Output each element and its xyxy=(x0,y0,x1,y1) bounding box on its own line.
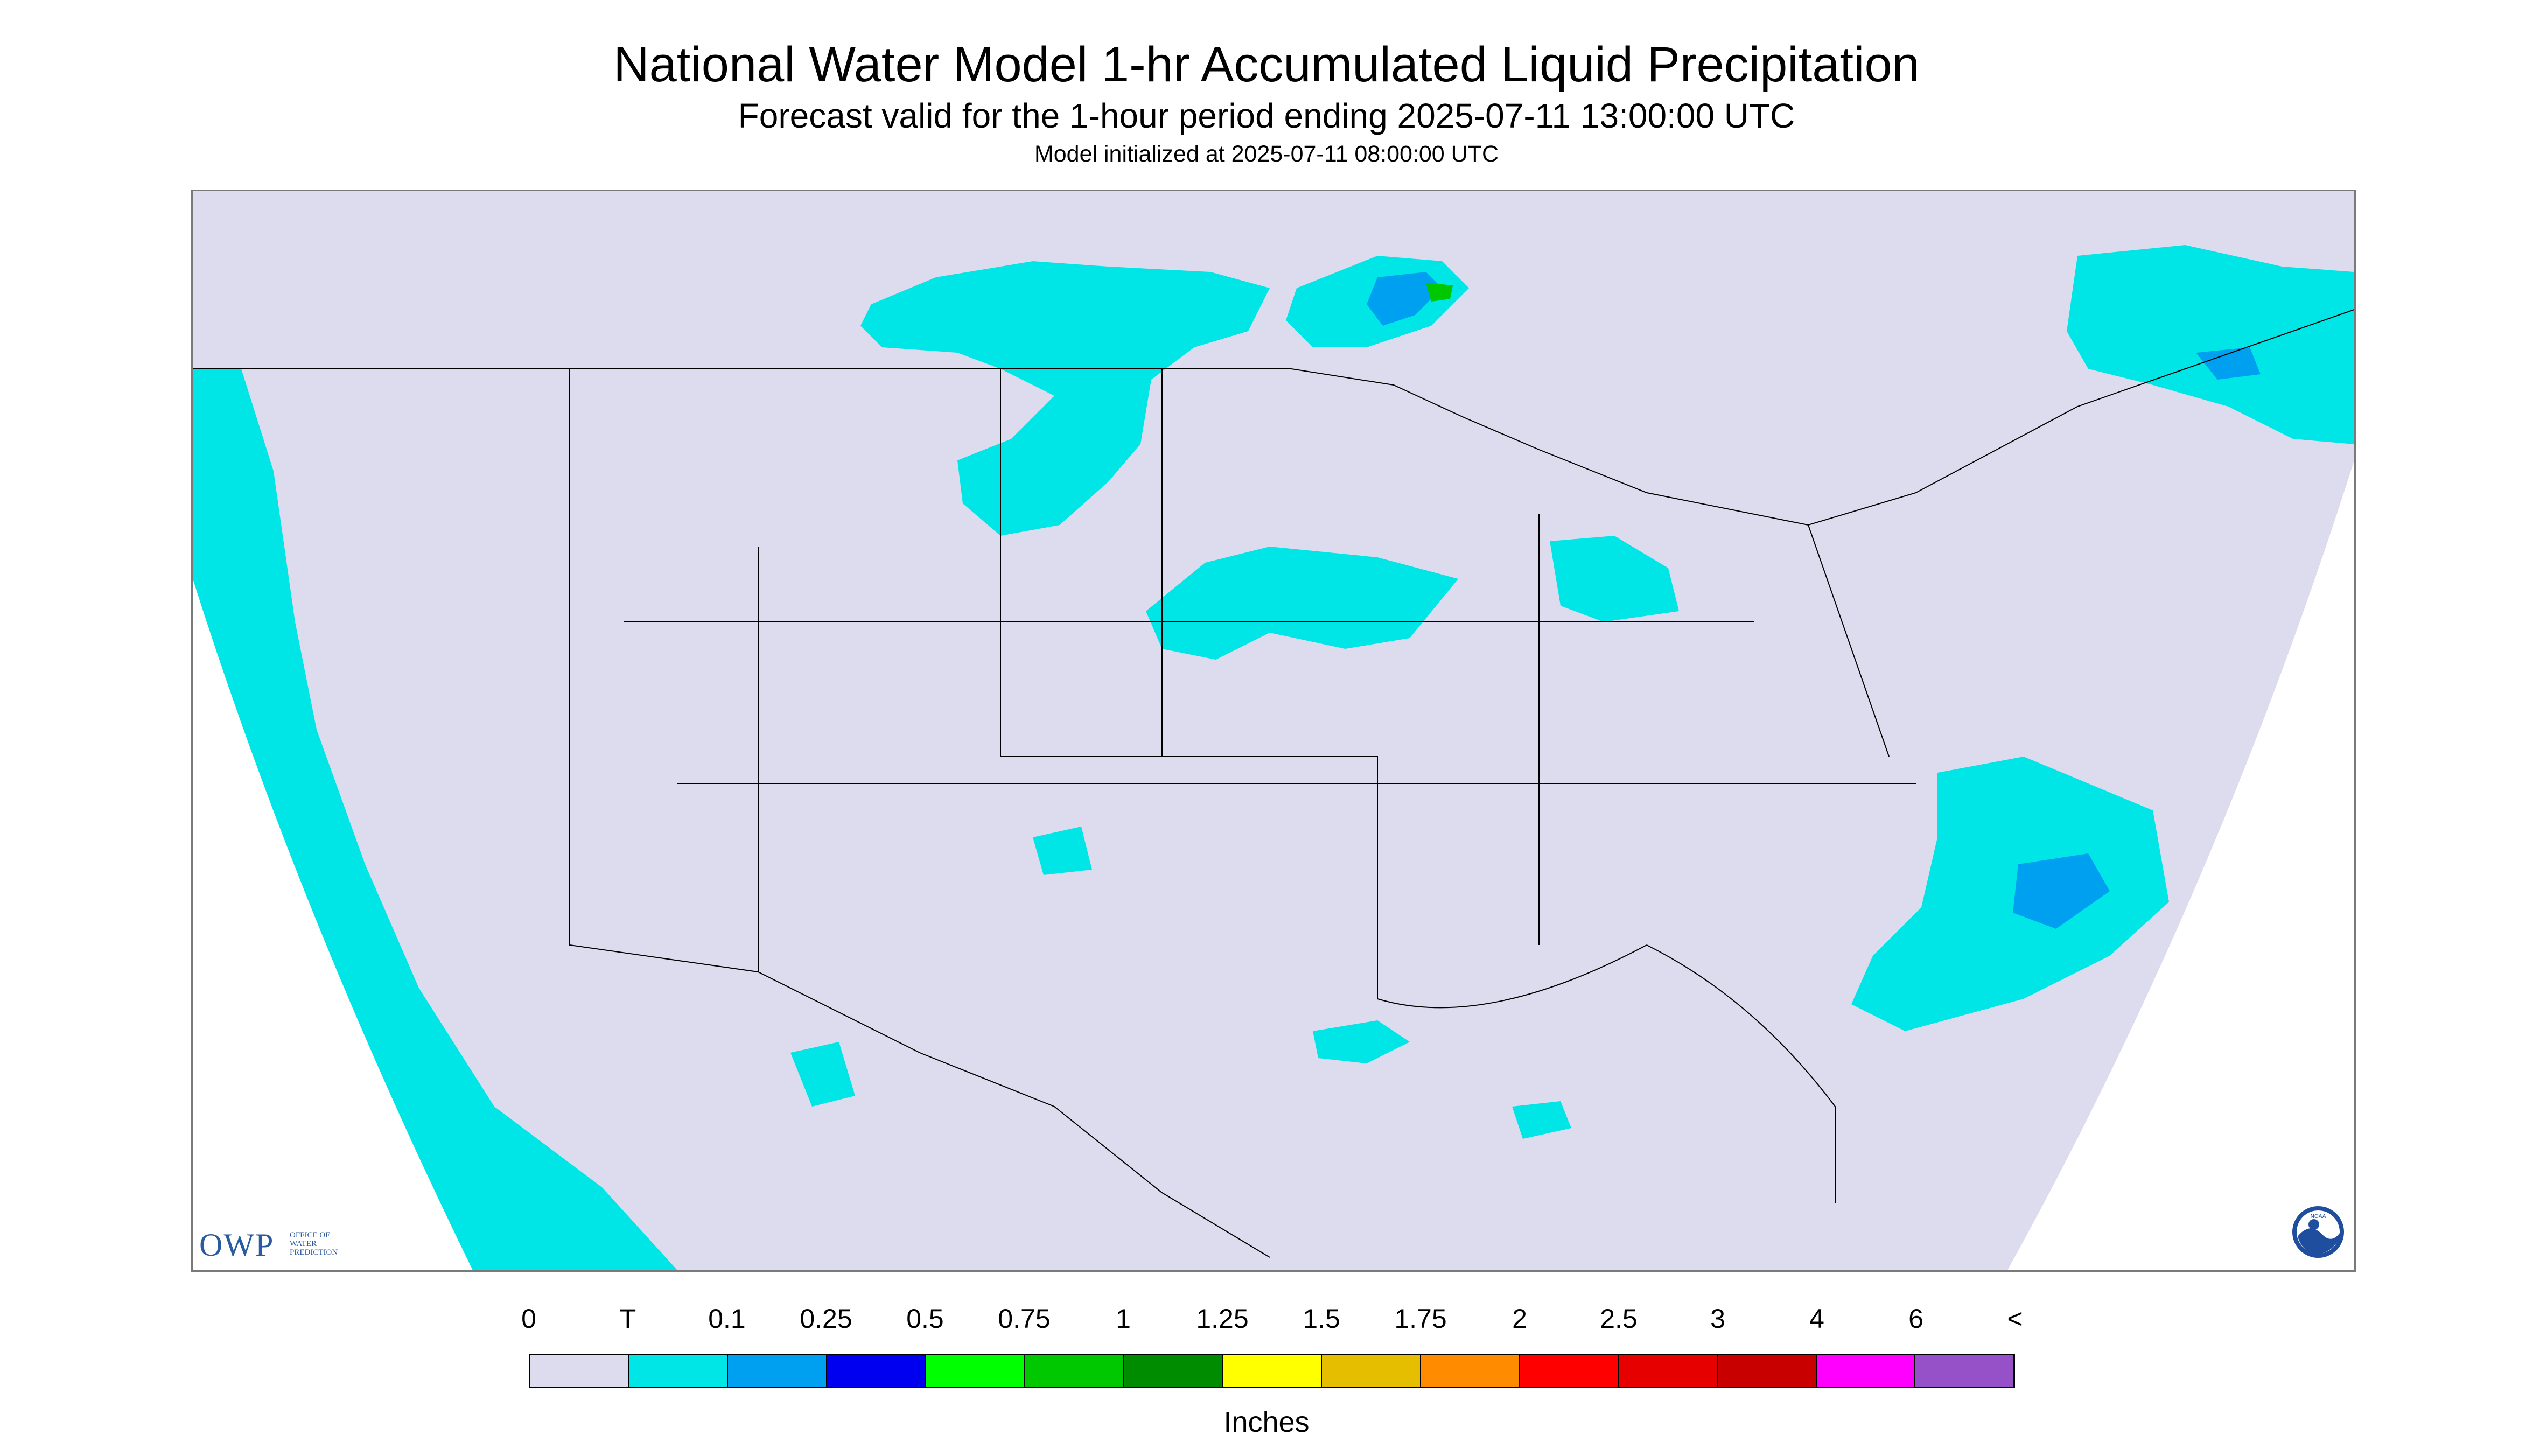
model-domain xyxy=(193,191,2354,1270)
legend-label: 1.75 xyxy=(1394,1304,1447,1334)
legend-swatch xyxy=(1619,1355,1718,1387)
legend-label: 2.5 xyxy=(1600,1304,1638,1334)
upper-lakes-heavy xyxy=(1426,283,1453,302)
owp-line-2: WATER xyxy=(290,1240,317,1248)
legend-label: 1.25 xyxy=(1196,1304,1249,1334)
owp-logo-subtitle: OFFICE OF WATER PREDICTION xyxy=(290,1231,370,1257)
legend-swatch xyxy=(1421,1355,1520,1387)
mexico-showers xyxy=(790,1042,855,1107)
legend-label: 1.5 xyxy=(1303,1304,1340,1334)
boundaries xyxy=(193,309,2354,1258)
legend-label: 0.5 xyxy=(906,1304,944,1334)
legend-swatch xyxy=(1915,1355,2014,1387)
atlantic-rain xyxy=(1851,757,2169,1031)
legend-swatch xyxy=(926,1355,1025,1387)
chart-title: National Water Model 1-hr Accumulated Li… xyxy=(613,37,1920,92)
michigan-rain xyxy=(1550,536,1679,622)
atlantic-moderate xyxy=(2013,853,2110,929)
legend-label: 0.1 xyxy=(708,1304,746,1334)
chart-subtitle: Forecast valid for the 1-hour period end… xyxy=(738,96,1795,135)
owp-logo: OWP OFFICE OF WATER PREDICTION xyxy=(199,1227,372,1264)
legend-label: 3 xyxy=(1710,1304,1725,1334)
precipitation-map xyxy=(191,190,2356,1272)
owp-logo-mark: OWP xyxy=(199,1227,275,1263)
pacific-trace-area xyxy=(193,369,677,1270)
midwest-rain xyxy=(1146,547,1458,660)
model-init-line: Model initialized at 2025-07-11 08:00:00… xyxy=(1034,141,1499,167)
legend-label: 0.25 xyxy=(800,1304,852,1334)
upper-lakes-moderate xyxy=(1367,272,1442,326)
northeast-rain xyxy=(2067,245,2354,444)
legend-swatch xyxy=(1520,1355,1619,1387)
legend-swatch xyxy=(1717,1355,1817,1387)
legend-label: T xyxy=(619,1304,636,1334)
svg-text:NOAA: NOAA xyxy=(2310,1214,2326,1220)
legend-swatch xyxy=(1025,1355,1124,1387)
north-plains-rain xyxy=(860,261,1270,536)
gulf-showers-1 xyxy=(1313,1020,1410,1063)
legend-swatch xyxy=(827,1355,926,1387)
legend-swatch xyxy=(530,1355,629,1387)
legend-label: 0 xyxy=(521,1304,536,1334)
legend-label: 0.75 xyxy=(998,1304,1051,1334)
legend-label: 2 xyxy=(1512,1304,1527,1334)
legend-label: 4 xyxy=(1809,1304,1824,1334)
owp-line-3: PREDICTION xyxy=(290,1248,338,1257)
legend-label: 1 xyxy=(1116,1304,1131,1334)
legend-swatch xyxy=(1816,1355,1916,1387)
legend-colorbar xyxy=(529,1354,2015,1388)
legend-swatch xyxy=(728,1355,828,1387)
color-legend: 0 T 0.1 0.25 0.5 0.75 1 1.25 1.5 1.75 2 2.5 3 4 6 < xyxy=(521,1303,2023,1389)
legend-swatch xyxy=(1223,1355,1322,1387)
noaa-logo-icon: NOAA xyxy=(2292,1206,2344,1258)
northeast-moderate xyxy=(2196,347,2261,380)
owp-line-1: OFFICE OF xyxy=(290,1231,330,1240)
legend-swatch xyxy=(1321,1355,1421,1387)
legend-units: Inches xyxy=(1223,1406,1310,1438)
map-canvas xyxy=(193,191,2354,1270)
legend-label: 6 xyxy=(1908,1304,1923,1334)
legend-label: < xyxy=(2007,1304,2023,1334)
texas-showers xyxy=(1033,827,1092,875)
legend-swatch xyxy=(1124,1355,1223,1387)
gulf-showers-2 xyxy=(1512,1101,1571,1139)
legend-swatch xyxy=(629,1355,729,1387)
